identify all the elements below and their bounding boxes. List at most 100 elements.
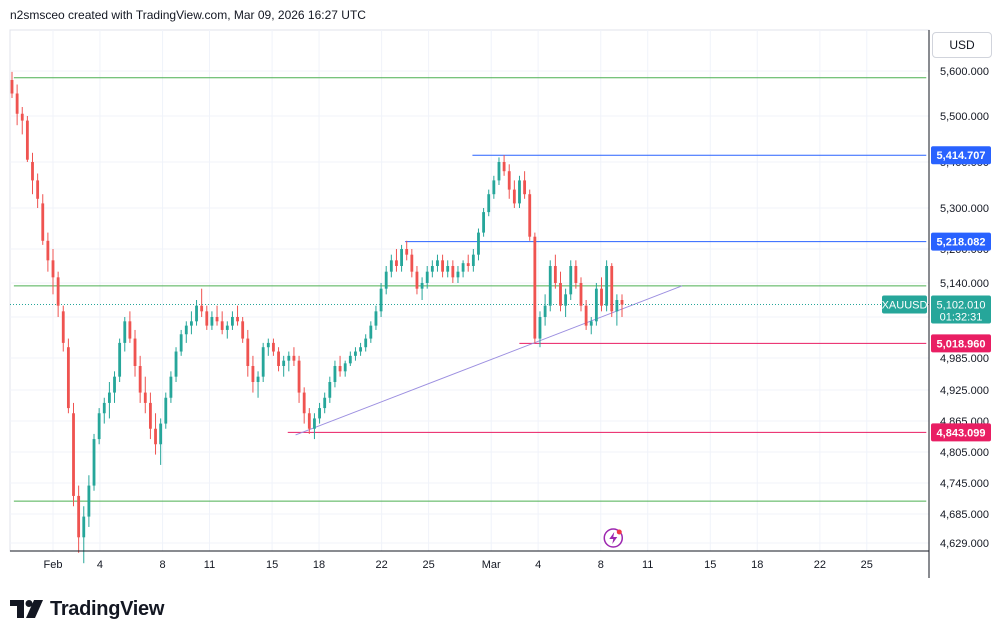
candle-body <box>174 351 178 377</box>
candles-layer <box>10 71 624 564</box>
x-tick-label: 18 <box>751 559 763 571</box>
candle-body <box>538 317 542 339</box>
candle-body <box>164 397 168 424</box>
logo-text: TradingView <box>50 597 165 620</box>
x-tick-label: 11 <box>204 559 215 571</box>
last-price-bg <box>931 295 991 324</box>
candle-body <box>323 397 327 409</box>
y-tick-label: 5,300.000 <box>940 203 989 215</box>
candle-body <box>553 266 557 283</box>
candle-body <box>415 271 419 289</box>
candle-body <box>594 288 598 322</box>
candle-body <box>441 260 444 272</box>
level-price-label: 5,018.960 <box>931 334 991 353</box>
candle-body <box>374 311 378 326</box>
candle-body <box>261 347 265 377</box>
candle-body <box>72 413 75 496</box>
y-tick-label: 4,805.000 <box>940 447 989 459</box>
last-price-countdown: 01:32:31 <box>940 312 983 324</box>
candle-body <box>451 266 455 278</box>
candle-body <box>333 366 337 382</box>
candle-body <box>25 120 29 160</box>
candle-body <box>338 366 342 372</box>
candle-body <box>190 321 193 326</box>
candle-body <box>302 392 306 414</box>
candle-body <box>523 180 527 195</box>
candle-body <box>620 300 624 305</box>
y-tick-label: 4,745.000 <box>940 478 989 490</box>
chart-grid <box>9 29 930 552</box>
chart-header: n2smsceo created with TradingView.com, M… <box>10 8 366 22</box>
event-dot <box>616 529 622 535</box>
candle-body <box>277 351 280 366</box>
candle-body <box>97 413 101 440</box>
candle-body <box>569 266 573 295</box>
tradingview-logo[interactable]: TradingView <box>10 597 164 621</box>
horizontal-levels <box>13 77 927 502</box>
candle-body <box>31 162 34 181</box>
candle-body <box>328 382 332 398</box>
candle-body <box>395 260 398 266</box>
candle-body <box>384 271 388 289</box>
event-bolt <box>609 532 618 544</box>
candle-body <box>543 305 547 317</box>
candle-body <box>430 266 434 272</box>
candle-body <box>400 249 403 266</box>
candle-body <box>436 260 439 266</box>
x-tick-label: 15 <box>704 559 716 571</box>
candle-body <box>20 113 24 121</box>
candle-body <box>497 162 501 181</box>
x-tick-label: 22 <box>814 559 826 571</box>
candle-body <box>307 413 311 429</box>
symbol-tag-bg <box>882 295 927 314</box>
candle-body <box>210 317 214 326</box>
candle-body <box>179 334 183 352</box>
tradingview-logo-icon <box>10 600 43 618</box>
currency-selector[interactable]: USD <box>932 32 992 58</box>
level-label-text: 4,843.099 <box>937 427 986 439</box>
y-tick-label: 5,500.000 <box>940 111 989 123</box>
candle-body <box>492 180 496 195</box>
lightning-event-icon <box>603 528 624 548</box>
candle-body <box>579 283 583 306</box>
candle-body <box>456 271 460 278</box>
x-tick-label: 4 <box>97 559 103 571</box>
candle-body <box>246 338 250 366</box>
y-tick-label: 5,140.000 <box>940 278 989 290</box>
candle-body <box>123 321 127 343</box>
x-tick-label: 18 <box>313 559 325 571</box>
candle-body <box>425 271 429 283</box>
candle-body <box>87 485 91 517</box>
candle-body <box>77 495 81 538</box>
y-tick-label: 4,985.000 <box>940 353 989 365</box>
candle-body <box>128 321 132 339</box>
candle-body <box>446 266 450 272</box>
candle-body <box>369 325 373 339</box>
candle-body <box>502 162 506 172</box>
candle-body <box>533 236 537 339</box>
candle-body <box>584 305 588 326</box>
candle-body <box>205 311 209 326</box>
y-tick-label: 4,629.000 <box>940 538 989 550</box>
candle-body <box>236 317 239 322</box>
level-label-bg <box>931 423 991 442</box>
candle-body <box>297 360 301 393</box>
candle-body <box>10 80 14 94</box>
candle-body <box>195 305 198 322</box>
candle-body <box>564 294 568 306</box>
candle-body <box>256 376 260 382</box>
candle-body <box>143 392 147 403</box>
candle-body <box>518 180 521 204</box>
candle-body <box>559 283 562 306</box>
candle-body <box>51 260 55 278</box>
candle-body <box>56 277 60 306</box>
candle-body <box>615 300 619 312</box>
candle-body <box>231 317 234 326</box>
level-label-bg <box>931 334 991 353</box>
candle-body <box>482 212 486 233</box>
last-price-value: 5,102.010 <box>937 300 986 312</box>
candle-body <box>512 189 516 204</box>
x-tick-label: 4 <box>535 559 541 571</box>
